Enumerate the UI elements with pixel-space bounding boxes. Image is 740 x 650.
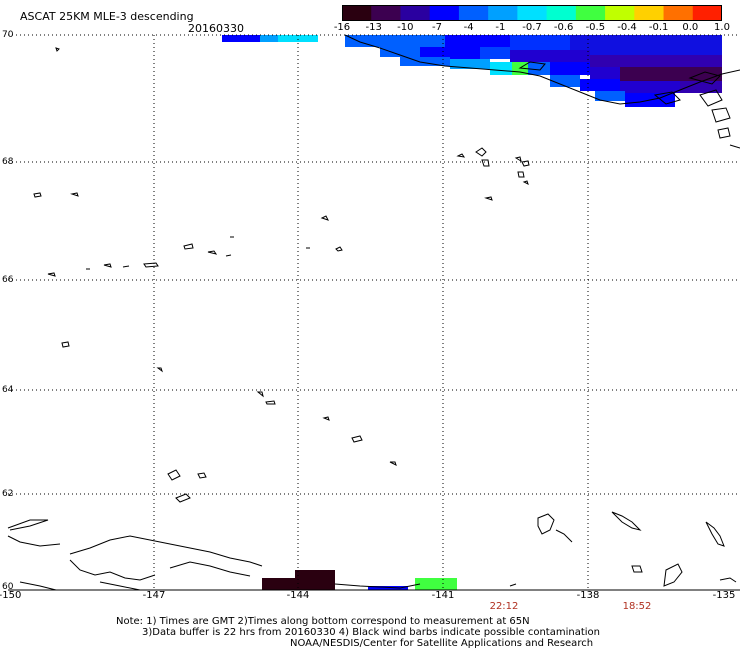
colorbar-label: -0.7 bbox=[522, 22, 542, 33]
colorbar-label: -13 bbox=[365, 22, 382, 33]
note-line-2: 3)Data buffer is 22 hrs from 20160330 4)… bbox=[142, 627, 600, 638]
data-swaths bbox=[222, 35, 722, 590]
colorbar-swatch bbox=[575, 5, 606, 21]
time-label: 18:52 bbox=[622, 601, 652, 612]
swath-cell bbox=[295, 570, 335, 590]
colorbar-label: 0.0 bbox=[682, 22, 699, 33]
lat-label: 62 bbox=[2, 489, 14, 499]
lon-label: -150 bbox=[0, 590, 22, 601]
lon-label: -141 bbox=[431, 590, 455, 601]
colorbar-swatch bbox=[371, 5, 401, 21]
swath-cell bbox=[262, 578, 295, 590]
colorbar-label: -1 bbox=[495, 22, 506, 33]
lat-label: 66 bbox=[2, 275, 14, 285]
graticule bbox=[8, 34, 740, 590]
note-line-3: NOAA/NESDIS/Center for Satellite Applica… bbox=[290, 638, 594, 649]
lat-label: 60 bbox=[2, 582, 14, 592]
swath-cell bbox=[278, 35, 318, 42]
colorbar-label: -0.6 bbox=[553, 22, 574, 33]
colorbar-swatch bbox=[429, 5, 460, 21]
colorbar-swatch bbox=[605, 5, 635, 21]
colorbar-label: -4 bbox=[463, 22, 474, 33]
map-date: 20160330 bbox=[188, 22, 244, 35]
swath-cell bbox=[222, 35, 260, 42]
swath-cell bbox=[260, 35, 278, 42]
colorbar-swatch bbox=[692, 5, 723, 21]
lat-label: 64 bbox=[2, 385, 14, 395]
colorbar-label: -0.4 bbox=[617, 22, 637, 33]
lon-label: -144 bbox=[286, 590, 310, 601]
lat-label: 70 bbox=[2, 30, 14, 40]
colorbar-swatches bbox=[342, 5, 723, 21]
lon-label: -138 bbox=[576, 590, 600, 601]
lon-label: -147 bbox=[142, 590, 166, 601]
colorbar-swatch bbox=[663, 5, 694, 21]
colorbar-swatch bbox=[488, 5, 518, 21]
colorbar-swatch bbox=[634, 5, 665, 21]
colorbar-label: -7 bbox=[432, 22, 442, 33]
colorbar-frame bbox=[342, 5, 722, 21]
swath-cell bbox=[368, 586, 408, 590]
colorbar-label: -10 bbox=[397, 22, 414, 33]
colorbar bbox=[342, 5, 723, 21]
map-title: ASCAT 25KM MLE-3 descending bbox=[20, 10, 194, 23]
note-line-1: Note: 1) Times are GMT 2)Times along bot… bbox=[116, 616, 530, 627]
colorbar-labels: -16 -13 -10 -7 -4 -1 -0.7 -0.6 -0.5 -0.4 -0.1 0.0 1.… bbox=[334, 0, 730, 40]
swath-cell bbox=[415, 578, 457, 590]
colorbar-swatch bbox=[342, 5, 372, 21]
colorbar-label: -0.5 bbox=[585, 22, 606, 33]
colorbar-swatch bbox=[546, 5, 577, 21]
colorbar-swatch bbox=[400, 5, 431, 21]
colorbar-swatch bbox=[517, 5, 548, 21]
lat-label: 68 bbox=[2, 157, 14, 167]
colorbar-label: -16 bbox=[333, 22, 351, 33]
colorbar-label: 1.0 bbox=[714, 22, 730, 33]
colorbar-label: -0.1 bbox=[648, 22, 669, 33]
map-canvas bbox=[7, 34, 740, 591]
colorbar-swatch bbox=[458, 5, 489, 21]
coastlines bbox=[7, 34, 740, 591]
lon-label: -135 bbox=[712, 590, 736, 601]
time-label: 22:12 bbox=[489, 601, 519, 612]
